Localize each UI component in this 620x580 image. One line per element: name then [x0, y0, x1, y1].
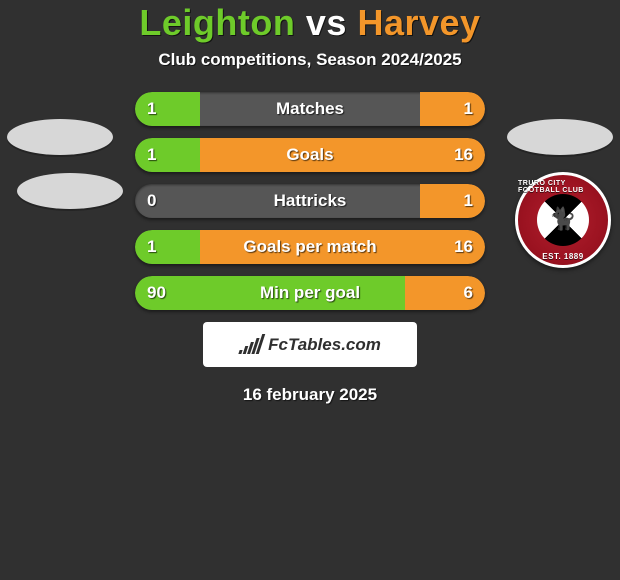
- stat-row: 1 1 Matches: [135, 92, 485, 126]
- player2-avatar-placeholder: [507, 119, 613, 155]
- stat-left-value: 1: [147, 145, 156, 165]
- stat-label: Goals per match: [243, 237, 376, 257]
- stat-label: Matches: [276, 99, 344, 119]
- page-title: Leighton vs Harvey: [0, 2, 620, 44]
- comparison-card: Leighton vs Harvey Club competitions, Se…: [0, 0, 620, 405]
- stat-row: 1 16 Goals per match: [135, 230, 485, 264]
- stat-track: 0 1 Hattricks: [135, 184, 485, 218]
- stat-row: 90 6 Min per goal: [135, 276, 485, 310]
- stat-track: 1 1 Matches: [135, 92, 485, 126]
- stat-track: 1 16 Goals: [135, 138, 485, 172]
- subtitle: Club competitions, Season 2024/2025: [0, 50, 620, 70]
- source-text: FcTables.com: [268, 335, 381, 355]
- stat-right-value: 16: [454, 237, 473, 257]
- player1-club-placeholder: [17, 173, 123, 209]
- stat-track: 90 6 Min per goal: [135, 276, 485, 310]
- stat-row: 1 16 Goals: [135, 138, 485, 172]
- stat-left-value: 90: [147, 283, 166, 303]
- stat-bars: 1 1 Matches 1 16 Goals 0 1 Hattricks 1 16 Goals per…: [135, 92, 485, 310]
- stat-bar-right: [200, 138, 485, 172]
- player1-avatar-placeholder: [7, 119, 113, 155]
- stat-label: Goals: [286, 145, 333, 165]
- vs-text: vs: [306, 2, 347, 43]
- stat-bar-right: [420, 92, 485, 126]
- stat-left-value: 0: [147, 191, 156, 211]
- stat-bar-left: [135, 230, 200, 264]
- stat-label: Hattricks: [274, 191, 347, 211]
- source-badge: FcTables.com: [203, 322, 417, 367]
- stat-right-value: 1: [464, 99, 473, 119]
- stat-track: 1 16 Goals per match: [135, 230, 485, 264]
- player2-name: Harvey: [357, 2, 480, 43]
- stat-left-value: 1: [147, 237, 156, 257]
- date-text: 16 february 2025: [0, 385, 620, 405]
- stat-bar-right: [420, 184, 485, 218]
- stat-right-value: 1: [464, 191, 473, 211]
- stat-bar-left: [135, 138, 200, 172]
- stat-label: Min per goal: [260, 283, 360, 303]
- stat-right-value: 6: [464, 283, 473, 303]
- stat-right-value: 16: [454, 145, 473, 165]
- stat-row: 0 1 Hattricks: [135, 184, 485, 218]
- player2-club-crest: TRURO CITY FOOTBALL CLUB 🐈 EST. 1889: [515, 172, 611, 268]
- fctables-logo-icon: [239, 336, 262, 354]
- player1-name: Leighton: [139, 2, 295, 43]
- crest-bottom-text: EST. 1889: [518, 175, 608, 265]
- stat-bar-left: [135, 92, 200, 126]
- stat-left-value: 1: [147, 99, 156, 119]
